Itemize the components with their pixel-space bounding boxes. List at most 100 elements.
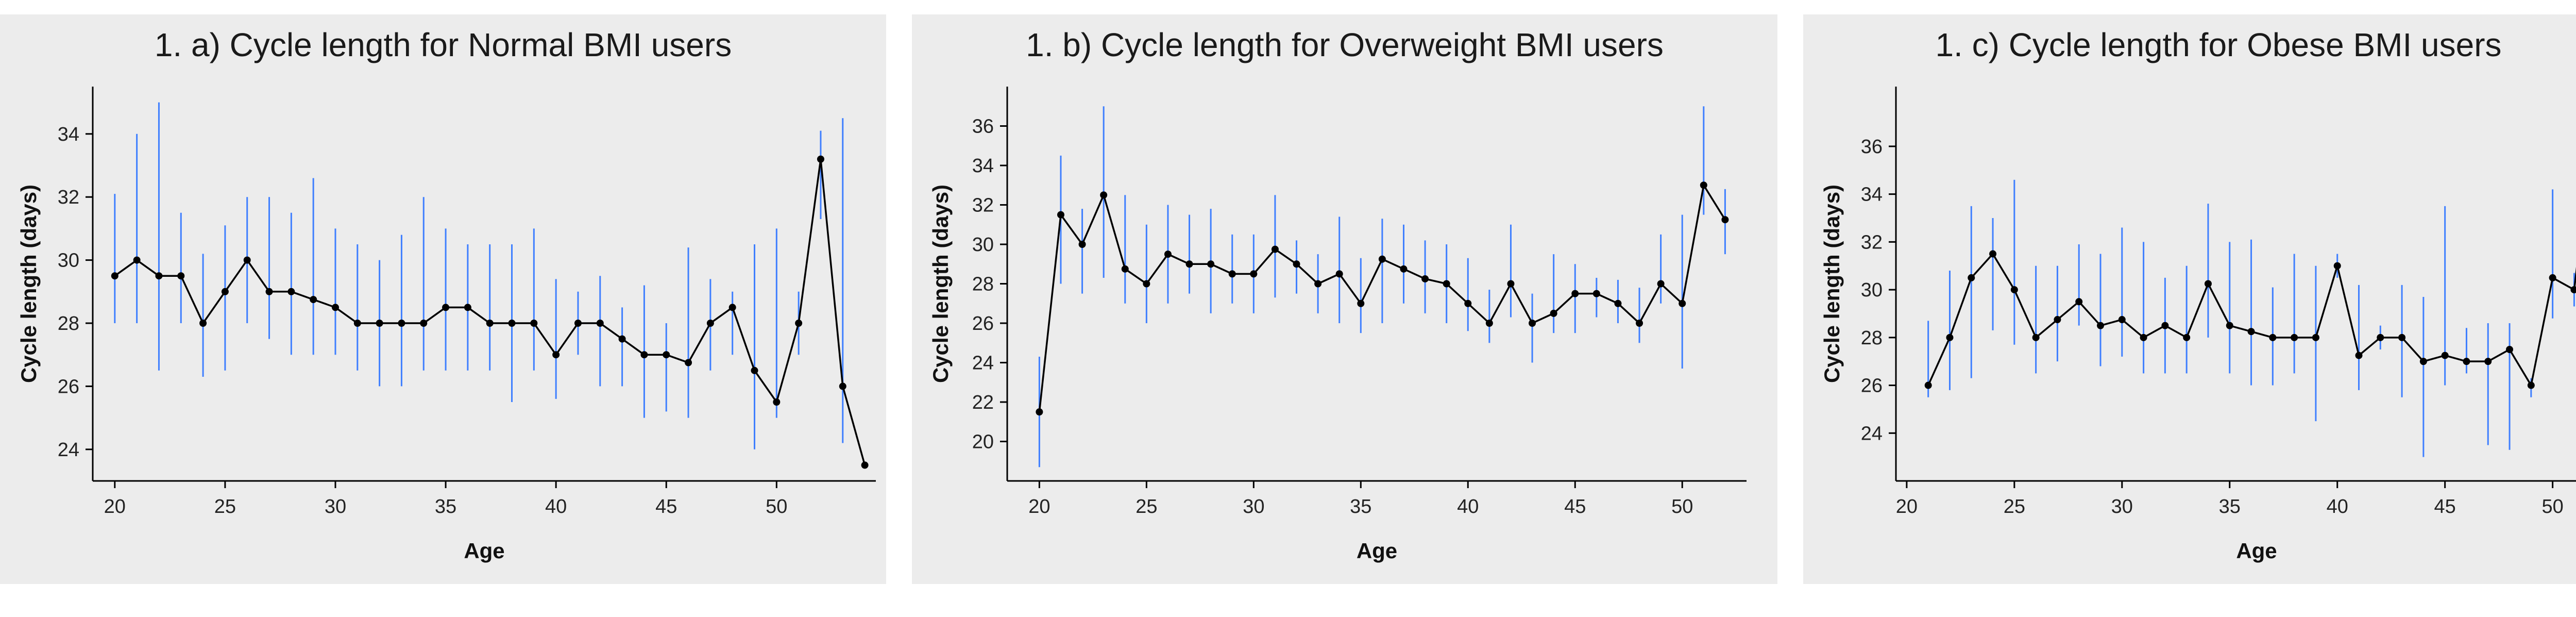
data-point — [1036, 408, 1043, 416]
data-point — [243, 256, 251, 264]
y-tick-label: 32 — [1861, 231, 1883, 253]
data-point — [1485, 320, 1493, 327]
data-point — [331, 304, 339, 311]
y-tick-label: 24 — [972, 353, 994, 374]
line-chart-obese-bmi: 20 25 30 35 40 45 50 24 26 28 30 32 34 36 Age Cycle len… — [1820, 87, 2576, 563]
data-point — [464, 304, 471, 311]
data-point — [2204, 280, 2212, 288]
data-point — [1378, 255, 1386, 263]
y-tick-label: 28 — [972, 274, 994, 295]
data-point — [1078, 241, 1086, 248]
x-tick-label: 45 — [1564, 496, 1586, 518]
x-tick-label: 40 — [545, 496, 567, 518]
data-point — [111, 272, 118, 280]
data-point — [310, 296, 317, 304]
x-tick-label: 35 — [2219, 496, 2241, 518]
data-point — [1271, 245, 1279, 253]
data-point — [2549, 274, 2556, 281]
series-line — [1927, 252, 2576, 388]
data-point — [773, 398, 781, 406]
chart-panel-obese-bmi: 1. c) Cycle length for Obese BMI users 2… — [1803, 14, 2576, 584]
data-point — [1614, 299, 1622, 307]
data-point — [376, 320, 383, 327]
x-tick-label: 25 — [214, 496, 236, 518]
line-chart-overweight-bmi: 20 25 30 35 40 45 50 20 22 24 26 28 30 32 34 36 Age Cycle… — [928, 87, 1747, 563]
y-tick-label: 28 — [1861, 327, 1883, 349]
data-point — [2463, 358, 2470, 365]
data-point — [1057, 211, 1064, 219]
data-point — [420, 320, 428, 327]
data-point — [1228, 270, 1236, 278]
data-point — [221, 288, 229, 295]
x-tick-label: 35 — [435, 496, 456, 518]
y-tick-label: 20 — [972, 431, 994, 453]
x-tick-label: 45 — [655, 496, 677, 518]
data-point — [1571, 290, 1579, 297]
data-point — [177, 272, 185, 280]
y-tick-label: 24 — [1861, 423, 1883, 444]
y-axis-title: Cycle length (days) — [928, 185, 953, 383]
data-point — [2226, 322, 2233, 329]
data-point — [155, 272, 163, 280]
data-point — [1924, 381, 1932, 389]
data-point — [2032, 333, 2040, 341]
data-point — [706, 320, 714, 327]
y-tick-label: 26 — [58, 376, 79, 397]
data-point — [2010, 286, 2018, 294]
data-point — [1679, 299, 1686, 307]
data-point — [133, 256, 141, 264]
x-tick-label: 20 — [1028, 496, 1050, 518]
data-point — [1335, 270, 1343, 278]
data-point — [2484, 358, 2492, 365]
data-point — [1946, 333, 1954, 341]
x-tick-label: 35 — [1350, 496, 1371, 518]
x-tick-label: 20 — [104, 496, 126, 518]
x-tick-label: 40 — [1457, 496, 1479, 518]
data-point — [685, 359, 692, 366]
chart-title: 1. a) Cycle length for Normal BMI users — [154, 26, 732, 63]
data-point — [2140, 333, 2147, 341]
data-point — [2291, 333, 2298, 341]
data-point — [839, 382, 846, 390]
data-point — [2506, 346, 2514, 353]
data-point — [795, 320, 803, 327]
data-point — [1507, 280, 1515, 288]
data-point — [1550, 309, 1557, 317]
y-tick-label: 22 — [972, 392, 994, 413]
data-point — [1293, 260, 1300, 268]
y-tick-label: 32 — [972, 195, 994, 216]
data-point — [1989, 250, 1997, 258]
x-tick-label: 30 — [325, 496, 346, 518]
y-tick-label: 26 — [1861, 375, 1883, 397]
data-point — [1721, 216, 1729, 224]
data-point — [2398, 333, 2406, 341]
y-tick-label: 34 — [972, 155, 994, 177]
data-point — [663, 351, 670, 359]
data-point — [2419, 358, 2427, 365]
data-point — [1314, 280, 1322, 288]
x-axis-title: Age — [464, 539, 504, 563]
y-tick-label: 34 — [58, 124, 79, 145]
data-point — [1121, 265, 1129, 273]
data-point — [1464, 299, 1472, 307]
data-point — [1529, 320, 1536, 327]
x-axis-title: Age — [1357, 539, 1397, 563]
data-point — [398, 320, 405, 327]
data-point — [2054, 316, 2061, 324]
data-point — [1164, 251, 1172, 258]
data-point — [1185, 260, 1193, 268]
data-point — [1636, 320, 1643, 327]
line-chart-normal-bmi: 20 25 30 35 40 45 50 24 26 28 30 32 34 Age Cycle lengt… — [16, 87, 876, 563]
x-axis-title: Age — [2236, 539, 2277, 563]
data-point — [2355, 352, 2363, 359]
data-point — [2097, 322, 2105, 329]
chart-title: 1. b) Cycle length for Overweight BMI us… — [1026, 26, 1664, 63]
x-tick-label: 40 — [2327, 496, 2348, 518]
x-tick-label: 20 — [1896, 496, 1918, 518]
data-point — [1400, 265, 1408, 273]
data-point — [2527, 381, 2535, 389]
x-tick-label: 45 — [2434, 496, 2456, 518]
y-axis-title: Cycle length (days) — [16, 185, 41, 383]
y-tick-label: 30 — [58, 250, 79, 272]
y-tick-label: 36 — [972, 116, 994, 138]
